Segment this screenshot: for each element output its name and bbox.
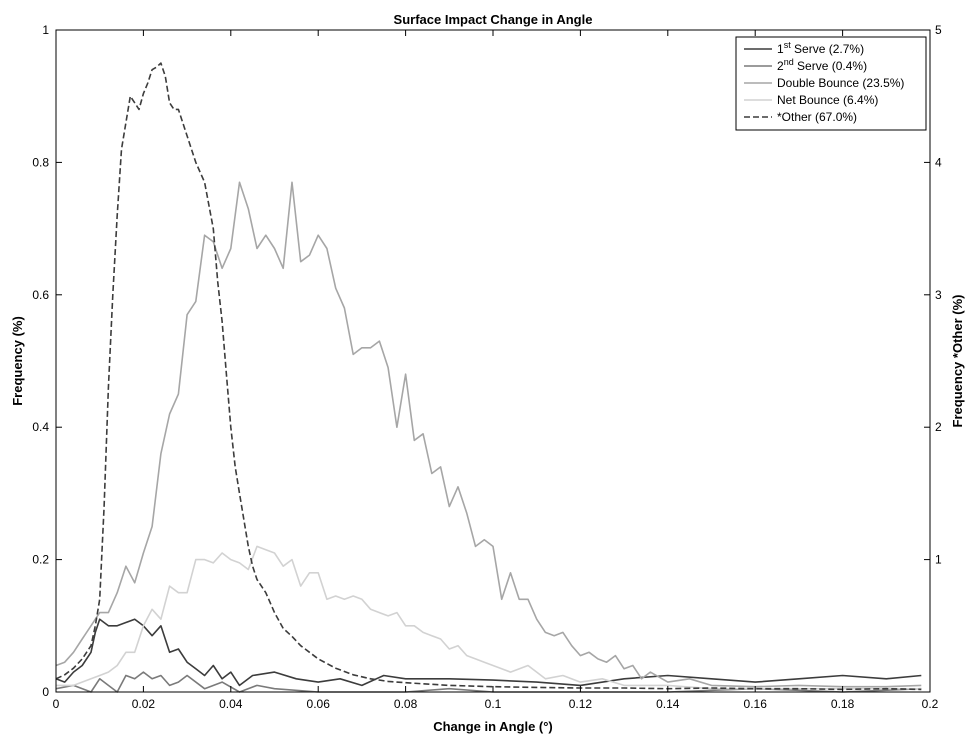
y-axis-label: Frequency (%) [10, 316, 25, 406]
x-tick-label: 0 [53, 697, 60, 711]
y-tick-label: 0.8 [32, 155, 49, 169]
legend-entry: Net Bounce (6.4%) [777, 93, 878, 107]
y-tick-label: 0.2 [32, 553, 49, 567]
x-tick-label: 0.06 [307, 697, 331, 711]
series-line [55, 62, 922, 691]
x-tick-label: 0.16 [744, 697, 768, 711]
y2-tick-label: 2 [935, 420, 942, 434]
y2-tick-label: 5 [935, 23, 942, 37]
y-tick-label: 1 [42, 23, 49, 37]
x-tick-label: 0.12 [569, 697, 593, 711]
y2-tick-label: 3 [935, 288, 942, 302]
series-layer [55, 62, 922, 693]
x-tick-label: 0.2 [922, 697, 939, 711]
ticks-layer: 0 0.02 0.04 0.06 0.08 0.1 0.12 0.14 0.16 0.18 0.2 0… [32, 23, 942, 711]
x-tick-label: 0.1 [485, 697, 502, 711]
legend-entry: 2nd Serve (0.4%) [777, 57, 867, 73]
y2-tick-label: 1 [935, 553, 942, 567]
y-tick-label: 0.4 [32, 420, 49, 434]
y2-axis-label: Frequency *Other (%) [950, 295, 965, 428]
series-line [55, 181, 922, 688]
x-tick-label: 0.08 [394, 697, 418, 711]
y-tick-label: 0.6 [32, 288, 49, 302]
x-axis-label: Change in Angle (°) [433, 719, 553, 734]
legend-entry: 1st Serve (2.7%) [777, 40, 864, 56]
legend-entry: *Other (67.0%) [777, 110, 857, 124]
legend-entry: Double Bounce (23.5%) [777, 76, 904, 90]
x-tick-label: 0.18 [831, 697, 855, 711]
series-line [56, 545, 922, 690]
legend: 1st Serve (2.7%)2nd Serve (0.4%) Double B… [735, 36, 927, 131]
x-tick-label: 0.14 [656, 697, 680, 711]
y2-tick-label: 4 [935, 155, 942, 169]
x-tick-label: 0.02 [132, 697, 156, 711]
series-line [55, 618, 922, 687]
chart-title: Surface Impact Change in Angle [394, 12, 593, 27]
y-tick-label: 0 [42, 685, 49, 699]
x-tick-label: 0.04 [219, 697, 243, 711]
